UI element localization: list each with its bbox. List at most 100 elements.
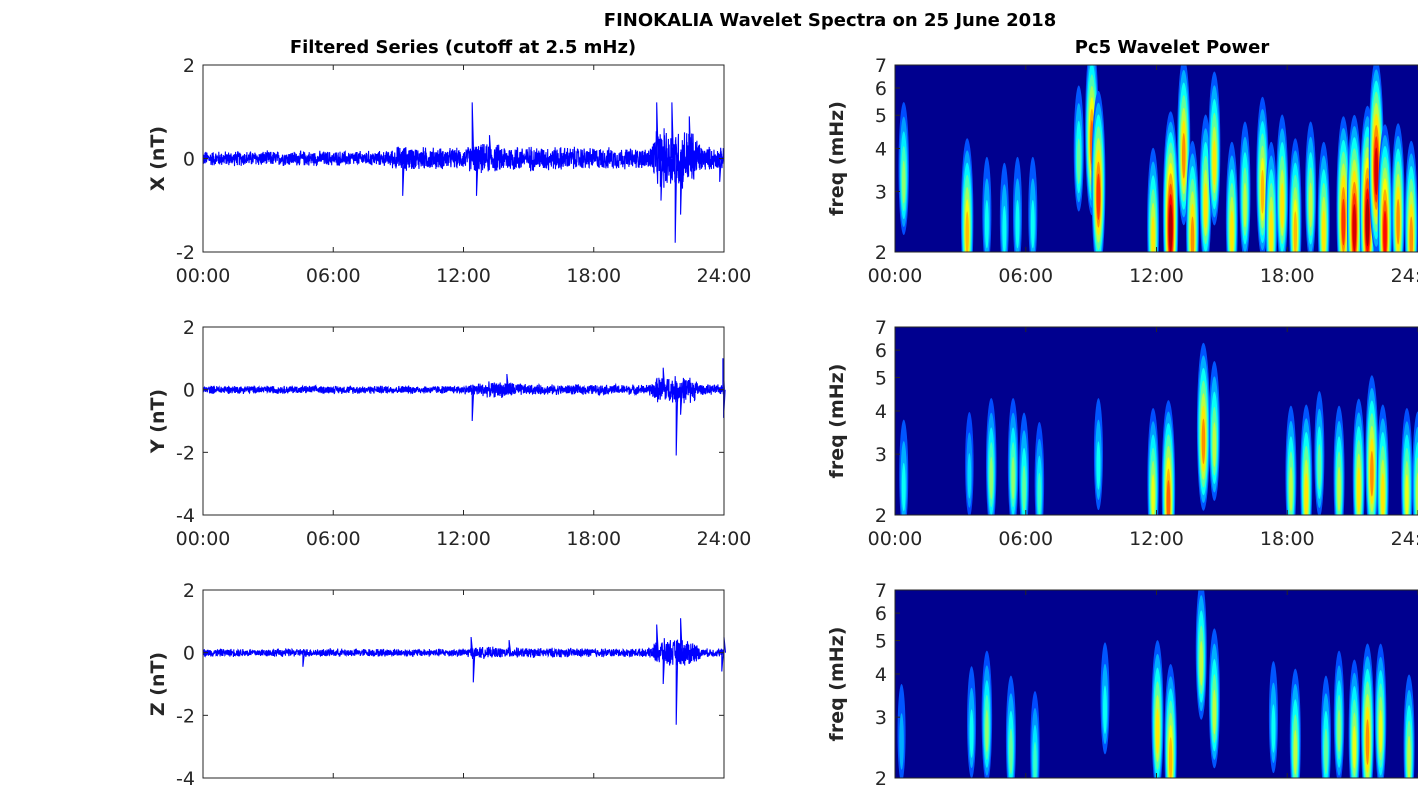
wavelet-x-burst bbox=[1203, 183, 1208, 229]
wavelet-y-xtick-label: 00:00 bbox=[868, 528, 923, 550]
wavelet-y-ytick-label: 6 bbox=[875, 340, 887, 362]
wavelet-z-burst bbox=[985, 709, 989, 753]
wavelet-x-burst bbox=[1409, 216, 1414, 252]
left-column-title: Filtered Series (cutoff at 2.5 mHz) bbox=[290, 37, 636, 58]
wavelet-z-burst bbox=[1212, 689, 1217, 735]
series-x-xtick-label: 06:00 bbox=[306, 265, 361, 287]
wavelet-y-burst bbox=[1022, 465, 1026, 512]
series-x-xtick-label: 00:00 bbox=[176, 265, 231, 287]
wavelet-z-ytick-label: 4 bbox=[875, 664, 887, 686]
wavelet-z-burst bbox=[1199, 640, 1204, 686]
wavelet-z-burst bbox=[1365, 719, 1370, 765]
wavelet-x-xtick-label: 24:00 bbox=[1391, 265, 1418, 287]
wavelet-y-burst bbox=[1405, 474, 1409, 515]
wavelet-z-burst bbox=[1378, 709, 1383, 753]
wavelet-x-burst bbox=[1030, 199, 1035, 249]
wavelet-x-xtick-label: 12:00 bbox=[1129, 265, 1184, 287]
wavelet-y-burst bbox=[1212, 422, 1217, 468]
wavelet-y-burst bbox=[1370, 451, 1374, 497]
wavelet-y-ytick-label: 4 bbox=[875, 401, 887, 423]
wavelet-x-burst bbox=[1374, 147, 1379, 196]
series-z-axes-background bbox=[203, 590, 724, 778]
series-y-xtick-label: 18:00 bbox=[566, 528, 621, 550]
wavelet-y-xtick-label: 12:00 bbox=[1129, 528, 1184, 550]
wavelet-z-burst bbox=[1293, 729, 1298, 775]
wavelet-x-xtick-label: 00:00 bbox=[868, 265, 923, 287]
wavelet-y-axes-box bbox=[894, 326, 1418, 516]
wavelet-x-xtick-label: 18:00 bbox=[1260, 265, 1315, 287]
series-y-axes-background bbox=[203, 327, 724, 515]
wavelet-z-ytick-label: 3 bbox=[875, 707, 887, 729]
wavelet-y-xtick-label: 24:00 bbox=[1391, 528, 1418, 550]
series-y-ylabel: Y (nT) bbox=[147, 389, 169, 454]
series-y-xtick-label: 24:00 bbox=[697, 528, 752, 550]
wavelet-z-burst bbox=[1103, 685, 1107, 734]
series-y-line bbox=[202, 358, 726, 456]
series-x-ytick-label: 2 bbox=[183, 55, 195, 77]
wavelet-z-burst bbox=[1155, 708, 1160, 754]
wavelet-y-burst bbox=[1381, 473, 1385, 515]
wavelet-y-power-map bbox=[899, 342, 1418, 515]
series-z-ylabel: Z (nT) bbox=[147, 652, 169, 716]
wavelet-y-burst bbox=[1151, 474, 1155, 515]
wavelet-y-burst bbox=[1304, 473, 1308, 515]
wavelet-z-ytick-label: 5 bbox=[875, 630, 887, 652]
wavelet-y-burst bbox=[1011, 456, 1015, 500]
wavelet-x-burst bbox=[1015, 199, 1020, 249]
wavelet-x-burst bbox=[1076, 138, 1081, 185]
wavelet-x-burst bbox=[902, 160, 906, 204]
wavelet-x-burst bbox=[965, 211, 969, 252]
wavelet-y-burst bbox=[1357, 467, 1361, 513]
wavelet-x-burst bbox=[1293, 211, 1298, 252]
wavelet-y-burst bbox=[1337, 466, 1341, 512]
wavelet-x-burst bbox=[1269, 210, 1273, 252]
wavelet-y-ytick-label: 7 bbox=[875, 317, 887, 339]
wavelet-y-burst bbox=[1289, 466, 1293, 512]
series-x-xtick-label: 12:00 bbox=[436, 265, 491, 287]
wavelet-x-ytick-label: 2 bbox=[875, 242, 887, 264]
wavelet-x-ytick-label: 5 bbox=[875, 105, 887, 127]
wavelet-x-ytick-label: 3 bbox=[875, 181, 887, 203]
series-z-ytick-label: -4 bbox=[176, 768, 195, 788]
series-x-ytick-label: -2 bbox=[176, 242, 195, 264]
wavelet-x-ytick-label: 4 bbox=[875, 139, 887, 161]
wavelet-x-burst bbox=[1322, 210, 1326, 252]
wavelet-x-burst bbox=[1230, 210, 1234, 252]
wavelet-y-burst bbox=[1037, 472, 1042, 515]
wavelet-y-burst bbox=[989, 456, 993, 500]
wavelet-x-ytick-label: 7 bbox=[875, 55, 887, 77]
wavelet-z-burst bbox=[1407, 735, 1411, 778]
series-y-ytick-label: -4 bbox=[176, 505, 195, 527]
series-z-ytick-label: -2 bbox=[176, 705, 195, 727]
wavelet-z-power-map bbox=[897, 590, 1415, 778]
series-x-ylabel: X (nT) bbox=[147, 126, 169, 191]
wavelet-y-burst bbox=[901, 462, 906, 512]
wavelet-z-axes-box bbox=[894, 589, 1418, 779]
wavelet-y-burst bbox=[1317, 444, 1322, 490]
wavelet-x-burst bbox=[1383, 210, 1387, 252]
wavelet-y-burst bbox=[1166, 480, 1171, 515]
wavelet-x-burst bbox=[1308, 182, 1313, 228]
wavelet-z-burst bbox=[1324, 728, 1328, 775]
wavelet-y-burst bbox=[1096, 441, 1101, 490]
series-x-line bbox=[202, 102, 725, 243]
wavelet-x-burst bbox=[1260, 169, 1265, 214]
wavelet-z-burst bbox=[899, 713, 904, 770]
wavelet-y-xtick-label: 18:00 bbox=[1260, 528, 1315, 550]
wavelet-x-burst bbox=[1151, 216, 1155, 252]
wavelet-y-burst bbox=[1201, 418, 1206, 465]
series-y-xtick-label: 12:00 bbox=[436, 528, 491, 550]
wavelet-z-burst bbox=[1009, 728, 1013, 775]
wavelet-x-burst bbox=[1352, 203, 1357, 252]
series-y-xtick-label: 06:00 bbox=[306, 528, 361, 550]
wavelet-z-burst bbox=[1337, 709, 1341, 753]
series-y-xtick-label: 00:00 bbox=[176, 528, 231, 550]
series-y-ytick-label: -2 bbox=[176, 442, 195, 464]
wavelet-x-burst bbox=[1396, 198, 1400, 245]
wavelet-x-ytick-label: 6 bbox=[875, 78, 887, 100]
series-x-ytick-label: 0 bbox=[183, 149, 195, 171]
wavelet-x-burst bbox=[1280, 183, 1284, 229]
right-column-title: Pc5 Wavelet Power bbox=[1075, 37, 1270, 58]
wavelet-y-ytick-label: 3 bbox=[875, 444, 887, 466]
